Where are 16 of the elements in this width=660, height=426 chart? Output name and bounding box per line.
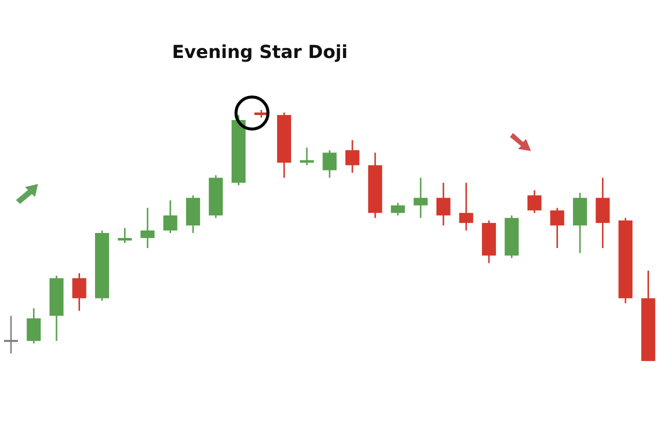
candlestick bbox=[72, 272, 86, 312]
candlestick bbox=[300, 146, 314, 166]
candlestick bbox=[527, 190, 542, 214]
candlestick bbox=[390, 202, 405, 216]
candlestick bbox=[118, 227, 132, 244]
candlestick bbox=[345, 139, 360, 174]
candlestick bbox=[459, 182, 474, 232]
candlestick bbox=[322, 149, 337, 179]
text: Evening Star Doji bbox=[172, 42, 348, 63]
candlestick bbox=[26, 308, 41, 344]
candlestick bbox=[436, 182, 450, 226]
candlestick bbox=[4, 315, 18, 354]
candlestick bbox=[163, 200, 178, 234]
candlestick bbox=[140, 207, 155, 249]
candlestick bbox=[414, 177, 428, 219]
candlestick bbox=[550, 207, 564, 249]
